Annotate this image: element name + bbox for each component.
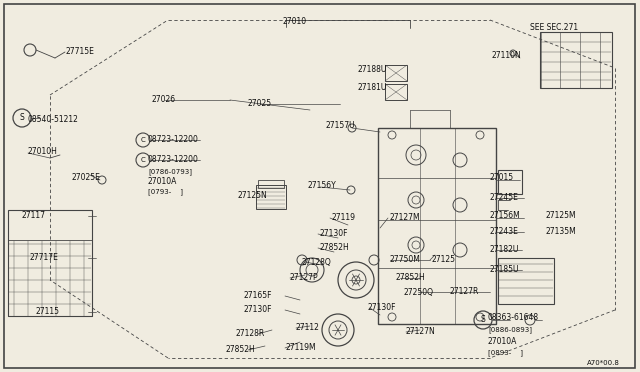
Text: 27112: 27112: [296, 324, 320, 333]
Text: 27135M: 27135M: [545, 228, 576, 237]
Text: 27127R: 27127R: [450, 288, 479, 296]
Text: 27115: 27115: [36, 308, 60, 317]
Text: 27026: 27026: [152, 96, 176, 105]
Text: 27010A: 27010A: [488, 337, 517, 346]
Text: 27125: 27125: [432, 256, 456, 264]
Text: 27243E: 27243E: [490, 228, 519, 237]
Text: 27250Q: 27250Q: [404, 288, 434, 296]
Bar: [8, 210, 92, 316]
Text: 27127P: 27127P: [290, 273, 319, 282]
Text: 27182U: 27182U: [490, 246, 520, 254]
Text: 27852H: 27852H: [226, 346, 256, 355]
Text: 27156Y: 27156Y: [308, 182, 337, 190]
Text: 08363-61648: 08363-61648: [488, 314, 539, 323]
Text: 27127N: 27127N: [405, 327, 435, 337]
Bar: [498, 258, 554, 304]
Text: 27117: 27117: [22, 212, 46, 221]
Text: 27852H: 27852H: [320, 244, 349, 253]
Text: 27119: 27119: [332, 214, 356, 222]
Text: 27125N: 27125N: [238, 192, 268, 201]
Text: 08723-12200: 08723-12200: [148, 135, 199, 144]
Text: 27127M: 27127M: [390, 214, 420, 222]
Text: 27717E: 27717E: [30, 253, 59, 263]
Bar: [378, 128, 496, 324]
Text: C: C: [141, 157, 145, 163]
Text: 08540-51212: 08540-51212: [28, 115, 79, 125]
Text: 27130F: 27130F: [368, 304, 397, 312]
Text: 27157U: 27157U: [325, 122, 355, 131]
Text: [0893-    ]: [0893- ]: [488, 350, 523, 356]
Text: 27165F: 27165F: [244, 292, 273, 301]
Bar: [385, 84, 407, 100]
Bar: [540, 32, 612, 88]
Text: 27130F: 27130F: [320, 230, 349, 238]
Text: C: C: [141, 137, 145, 143]
Text: 27130F: 27130F: [244, 305, 273, 314]
Text: 27156M: 27156M: [490, 212, 521, 221]
Text: 27010H: 27010H: [28, 148, 58, 157]
Text: 27125M: 27125M: [545, 212, 575, 221]
Text: 27010A: 27010A: [148, 177, 177, 186]
Bar: [498, 170, 522, 194]
Text: 27110N: 27110N: [492, 51, 522, 60]
Text: 27025E: 27025E: [72, 173, 101, 183]
Text: S: S: [481, 315, 485, 324]
Text: 27025: 27025: [248, 99, 272, 109]
Bar: [8, 240, 92, 316]
Bar: [258, 180, 284, 188]
Text: 27128R: 27128R: [236, 330, 265, 339]
Text: 27245E: 27245E: [490, 193, 519, 202]
Text: 27852H: 27852H: [396, 273, 426, 282]
Text: 27015: 27015: [490, 173, 514, 183]
Text: 08723-12200: 08723-12200: [148, 155, 199, 164]
Text: A70*00.8: A70*00.8: [587, 360, 620, 366]
Text: [0886-0893]: [0886-0893]: [488, 327, 532, 333]
Text: 27188U: 27188U: [358, 65, 387, 74]
Text: [0793-    ]: [0793- ]: [148, 189, 183, 195]
Text: 27010: 27010: [283, 17, 307, 26]
Text: 27181U: 27181U: [358, 83, 387, 93]
Text: 27128Q: 27128Q: [302, 257, 332, 266]
Bar: [385, 65, 407, 81]
Text: 27750M: 27750M: [390, 256, 421, 264]
Text: 27185U: 27185U: [490, 266, 520, 275]
Text: SEE SEC.271: SEE SEC.271: [530, 23, 578, 32]
Bar: [256, 185, 286, 209]
Text: 27715E: 27715E: [65, 48, 94, 57]
Text: [0786-0793]: [0786-0793]: [148, 169, 192, 175]
Text: 27119M: 27119M: [285, 343, 316, 353]
Text: S: S: [20, 113, 24, 122]
